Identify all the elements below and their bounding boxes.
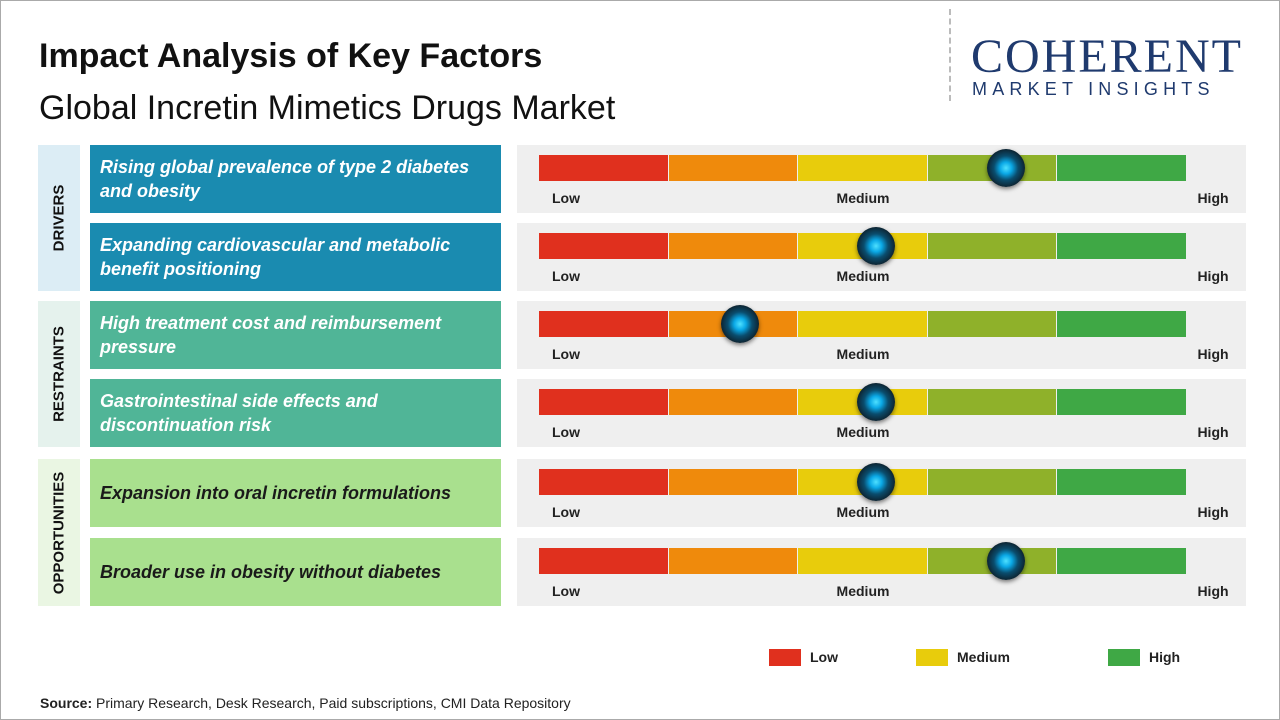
legend-swatch: [916, 649, 948, 666]
scale-segment: [927, 311, 1057, 337]
scale-segment: [1057, 155, 1186, 181]
scale-label: Medium: [836, 424, 890, 440]
scale-label: High: [1197, 346, 1229, 362]
subtitle: Global Incretin Mimetics Drugs Market: [39, 89, 616, 127]
scale-segment: [668, 233, 798, 259]
scale-segment: [798, 548, 927, 574]
scale-label: Low: [552, 268, 580, 284]
group-sidebar: RESTRAINTS: [38, 301, 80, 447]
scale-segment: [927, 389, 1057, 415]
scale-label: Low: [552, 346, 580, 362]
group-name: RESTRAINTS: [50, 326, 68, 422]
impact-track: Low Medium High: [517, 145, 1246, 213]
scale-segment: [1057, 469, 1186, 495]
scale-segment: [539, 155, 668, 181]
scale-label: Low: [552, 190, 580, 206]
title: Impact Analysis of Key Factors: [39, 37, 543, 75]
impact-marker: [986, 542, 1025, 580]
separator: [949, 9, 951, 101]
group-sidebar: OPPORTUNITIES: [38, 459, 80, 606]
scale-segment: [1057, 311, 1186, 337]
impact-marker: [720, 305, 759, 343]
factor-label: Expansion into oral incretin formulation…: [90, 459, 501, 527]
group-name: DRIVERS: [50, 184, 68, 252]
scale-segment: [668, 155, 798, 181]
factor-label: High treatment cost and reimbursement pr…: [90, 301, 501, 369]
logo-tagline: MARKET INSIGHTS: [972, 79, 1215, 99]
scale-segment: [798, 311, 927, 337]
impact-marker: [856, 227, 895, 265]
scale-segment: [539, 311, 668, 337]
legend-label: Medium: [957, 649, 1010, 665]
scale-segment: [668, 389, 798, 415]
factor-label: Rising global prevalence of type 2 diabe…: [90, 145, 501, 213]
group-name: OPPORTUNITIES: [50, 471, 68, 594]
scale-segment: [798, 155, 927, 181]
impact-track: Low Medium High: [517, 301, 1246, 369]
factor-label: Gastrointestinal side effects and discon…: [90, 379, 501, 447]
scale-segment: [927, 469, 1057, 495]
impact-track: Low Medium High: [517, 379, 1246, 447]
scale-segment: [1057, 233, 1186, 259]
source-label: Source:: [40, 695, 93, 711]
scale-label: Low: [552, 504, 580, 520]
scale-segment: [668, 469, 798, 495]
legend-label: High: [1149, 649, 1181, 665]
scale-label: High: [1197, 424, 1229, 440]
scale-segment: [927, 233, 1057, 259]
scale-label: Medium: [836, 583, 890, 599]
scale-segment: [539, 469, 668, 495]
legend-label: Low: [810, 649, 838, 665]
logo-name: COHERENT: [971, 30, 1243, 83]
source-text: Primary Research, Desk Research, Paid su…: [96, 695, 571, 711]
scale-segment: [539, 233, 668, 259]
scale-segment: [539, 548, 668, 574]
scale-segment: [668, 548, 798, 574]
impact-marker: [856, 383, 895, 421]
impact-marker: [856, 463, 895, 501]
legend-swatch: [769, 649, 801, 666]
scale-label: Low: [552, 424, 580, 440]
scale-label: High: [1197, 268, 1229, 284]
scale-segment: [1057, 548, 1186, 574]
impact-marker: [986, 149, 1025, 187]
group-sidebar: DRIVERS: [38, 145, 80, 291]
scale-label: High: [1197, 583, 1229, 599]
scale-label: Medium: [836, 268, 890, 284]
source: Source: Primary Research, Desk Research,…: [40, 695, 571, 711]
impact-track: Low Medium High: [517, 459, 1246, 527]
scale-label: Low: [552, 583, 580, 599]
impact-track: Low Medium High: [517, 223, 1246, 291]
legend-swatch: [1108, 649, 1140, 666]
scale-label: Medium: [836, 504, 890, 520]
scale-segment: [1057, 389, 1186, 415]
factor-label: Expanding cardiovascular and metabolic b…: [90, 223, 501, 291]
scale-label: Medium: [836, 346, 890, 362]
scale-label: High: [1197, 504, 1229, 520]
scale-segment: [539, 389, 668, 415]
scale-label: Medium: [836, 190, 890, 206]
factor-label: Broader use in obesity without diabetes: [90, 538, 501, 606]
scale-label: High: [1197, 190, 1229, 206]
impact-track: Low Medium High: [517, 538, 1246, 606]
